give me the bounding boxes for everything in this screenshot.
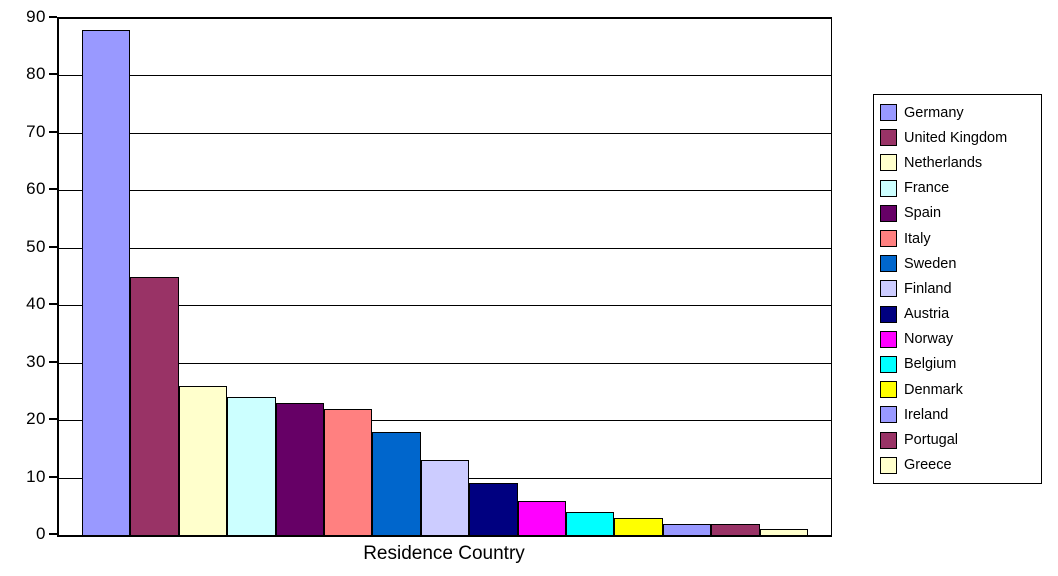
legend-swatch-united-kingdom	[880, 129, 897, 147]
legend-item-sweden: Sweden	[877, 251, 1038, 276]
legend-swatch-norway	[880, 330, 897, 348]
y-tick-20	[49, 418, 57, 421]
legend-label-sweden: Sweden	[904, 255, 957, 272]
y-tick-label-40: 40	[26, 294, 46, 314]
legend-label-greece: Greece	[904, 457, 952, 474]
legend-item-portugal: Portugal	[877, 427, 1038, 452]
legend-swatch-france	[880, 179, 897, 197]
legend-swatch-belgium	[880, 355, 897, 373]
bar-greece	[759, 529, 808, 535]
legend-swatch-greece	[880, 456, 897, 474]
legend-item-germany: Germany	[877, 100, 1038, 125]
legend-label-netherlands: Netherlands	[904, 154, 983, 171]
legend-swatch-denmark	[880, 381, 897, 399]
y-tick-label-70: 70	[26, 121, 46, 141]
y-axis-labels: 0 10 20 30 40 50 60 70 80 90	[0, 7, 46, 543]
bar-norway	[517, 500, 566, 535]
legend-label-portugal: Portugal	[904, 432, 959, 449]
gridline-30	[59, 362, 831, 364]
legend-item-netherlands: Netherlands	[877, 150, 1038, 175]
bar-austria	[469, 483, 518, 535]
legend-item-norway: Norway	[877, 327, 1038, 352]
legend-swatch-portugal	[880, 431, 897, 449]
gridline-40	[59, 305, 831, 307]
legend-item-spain: Spain	[877, 201, 1038, 226]
legend-swatch-netherlands	[880, 154, 897, 172]
gridline-70	[59, 132, 831, 134]
legend-item-denmark: Denmark	[877, 377, 1038, 402]
y-tick-label-80: 80	[26, 64, 46, 84]
y-tick-30	[49, 360, 57, 363]
legend-item-united-kingdom: United Kingdom	[877, 125, 1038, 150]
y-tick-label-50: 50	[26, 236, 46, 256]
legend-label-norway: Norway	[904, 331, 954, 348]
legend-label-belgium: Belgium	[904, 356, 957, 373]
y-tick-60	[49, 188, 57, 191]
bar-belgium	[565, 512, 615, 535]
y-tick-label-60: 60	[26, 179, 46, 199]
y-tick-label-90: 90	[26, 7, 46, 26]
legend-label-france: France	[904, 180, 950, 197]
gridline-90	[59, 18, 831, 19]
bar-ireland	[662, 523, 712, 535]
legend-label-germany: Germany	[904, 104, 964, 121]
legend-swatch-ireland	[880, 406, 897, 424]
gridline-80	[59, 75, 831, 77]
legend-label-spain: Spain	[904, 205, 942, 222]
legend-label-denmark: Denmark	[904, 381, 963, 398]
y-tick-70	[49, 130, 57, 133]
legend-item-italy: Italy	[877, 226, 1038, 251]
bar-finland	[420, 460, 470, 535]
legend-label-ireland: Ireland	[904, 406, 949, 423]
legend: Germany United Kingdom Netherlands France Sp…	[873, 94, 1042, 484]
y-tick-label-0: 0	[36, 524, 46, 543]
y-tick-40	[49, 303, 57, 306]
legend-item-france: France	[877, 176, 1038, 201]
gridline-20	[59, 420, 831, 422]
y-tick-80	[49, 73, 57, 76]
y-tick-0	[49, 533, 57, 535]
legend-swatch-austria	[880, 305, 897, 323]
legend-swatch-spain	[880, 204, 897, 222]
legend-label-united-kingdom: United Kingdom	[904, 129, 1008, 146]
legend-item-finland: Finland	[877, 276, 1038, 301]
y-tick-label-30: 30	[26, 351, 46, 371]
bar-denmark	[614, 517, 663, 535]
legend-swatch-finland	[880, 280, 897, 298]
bar-germany	[82, 29, 131, 535]
y-tick-10	[49, 475, 57, 478]
bar-united-kingdom	[130, 276, 179, 535]
legend-swatch-germany	[880, 104, 897, 122]
y-tick-label-20: 20	[26, 409, 46, 429]
legend-label-austria: Austria	[904, 306, 950, 323]
gridline-60	[59, 190, 831, 192]
gridline-50	[59, 247, 831, 249]
legend-label-italy: Italy	[904, 230, 931, 247]
legend-label-finland: Finland	[904, 280, 952, 297]
bar-italy	[324, 408, 373, 535]
bar-spain	[275, 402, 325, 535]
plot-area	[57, 17, 832, 537]
bar-netherlands	[178, 385, 228, 535]
y-axis-ticks	[49, 16, 57, 535]
legend-swatch-italy	[880, 230, 897, 248]
bar-series	[59, 18, 831, 535]
y-tick-90	[49, 16, 57, 18]
legend-item-ireland: Ireland	[877, 402, 1038, 427]
legend-item-austria: Austria	[877, 302, 1038, 327]
legend-item-belgium: Belgium	[877, 352, 1038, 377]
bar-portugal	[711, 523, 760, 535]
legend-item-greece: Greece	[877, 453, 1038, 478]
bar-sweden	[372, 431, 421, 535]
y-tick-label-10: 10	[26, 466, 46, 486]
bar-france	[227, 397, 276, 535]
x-axis-title: Residence Country	[363, 543, 525, 564]
y-tick-50	[49, 245, 57, 248]
legend-swatch-sweden	[880, 255, 897, 273]
